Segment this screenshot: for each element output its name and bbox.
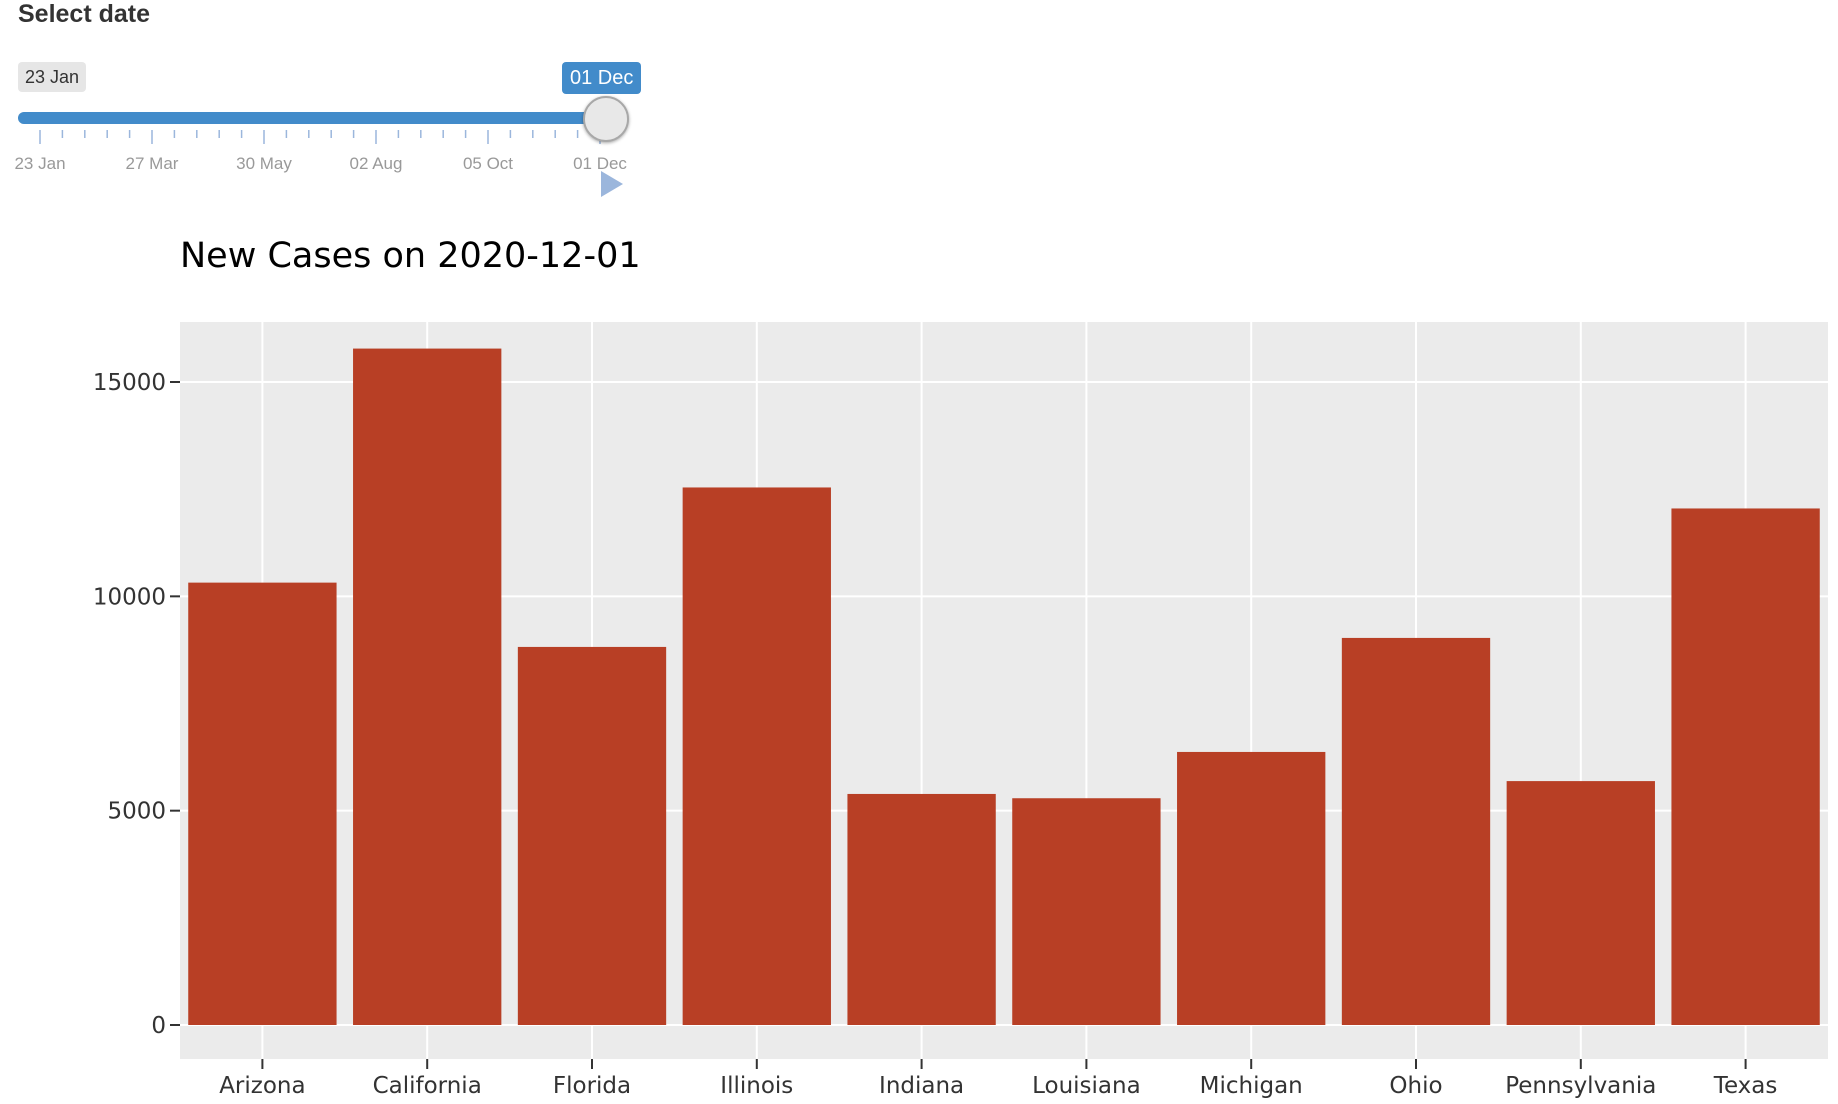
y-tick-label: 15000 <box>93 370 166 396</box>
date-slider-label: Select date <box>18 0 151 28</box>
x-tick-label: Florida <box>553 1073 631 1099</box>
slider-min-badge: 23 Jan <box>18 62 87 92</box>
bar-ohio <box>1341 637 1491 1025</box>
slider-tick-label: 23 Jan <box>14 154 66 173</box>
x-tick-label: Indiana <box>879 1073 964 1099</box>
bar-pennsylvania <box>1506 781 1655 1025</box>
slider-track[interactable] <box>18 112 606 124</box>
x-tick-label: Louisiana <box>1032 1073 1141 1099</box>
bar-florida <box>517 646 667 1025</box>
slider-handle[interactable] <box>583 96 629 142</box>
slider-tick-label: 05 Oct <box>462 154 514 173</box>
slider-track-fill <box>18 112 606 124</box>
x-tick-label: Michigan <box>1200 1073 1303 1099</box>
y-tick-label: 0 <box>151 1013 166 1039</box>
x-tick-label: Arizona <box>219 1073 305 1099</box>
bars <box>188 348 1820 1026</box>
play-icon[interactable] <box>601 171 623 197</box>
y-tick-label: 5000 <box>107 799 166 825</box>
bar-illinois <box>682 487 831 1026</box>
bar-arizona <box>188 582 337 1025</box>
y-axis: 0 5000 10000 15000 <box>93 370 180 1039</box>
bar-louisiana <box>1012 798 1161 1025</box>
bar-michigan <box>1177 751 1326 1025</box>
bar-chart: New Cases on 2020-12-01 050001000015000 … <box>93 236 1828 1099</box>
slider-current-badge: 01 Dec <box>562 62 642 94</box>
slider-tick-label: 02 Aug <box>349 154 403 173</box>
bar-indiana <box>847 793 996 1025</box>
slider-tick-label: 01 Dec <box>573 154 627 173</box>
x-tick-label: California <box>373 1073 482 1099</box>
chart-title: New Cases on 2020-12-01 <box>180 236 641 276</box>
x-tick-label: Texas <box>1713 1073 1778 1099</box>
slider-tick-label: 30 May <box>236 154 292 173</box>
x-tick-label: Illinois <box>720 1073 793 1099</box>
slider-ticks <box>39 130 601 144</box>
y-tick-label: 10000 <box>93 584 166 610</box>
bar-california <box>353 348 502 1025</box>
date-slider[interactable]: 23 Jan 01 Dec 23 Jan 27 Mar 30 May 02 Au… <box>0 50 660 200</box>
x-tick-label: Ohio <box>1389 1073 1442 1099</box>
x-axis: Arizona California Florida Illinois Indiana L… <box>219 1059 1777 1099</box>
x-tick-label: Pennsylvania <box>1505 1073 1656 1099</box>
bar-texas <box>1671 508 1820 1026</box>
slider-tick-label: 27 Mar <box>125 154 179 173</box>
